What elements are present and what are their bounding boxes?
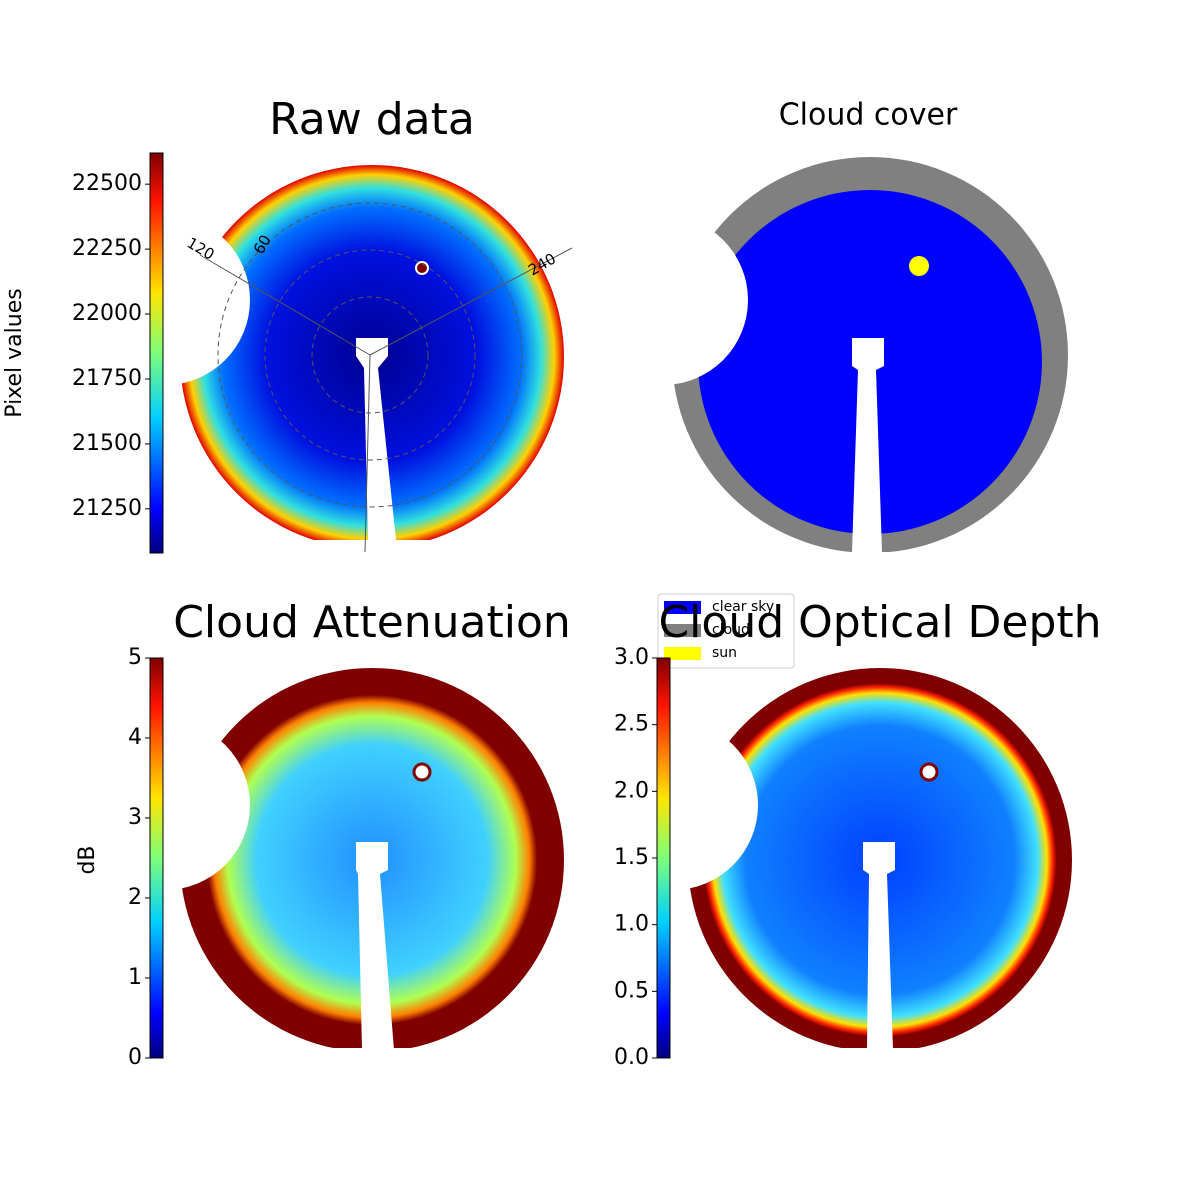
colorbar-tick-label: 3.0 (614, 645, 649, 670)
colorbar-tick-label: 5 (128, 645, 142, 670)
panel-title: Cloud Attenuation (173, 597, 571, 648)
colorbar-label: dB (75, 845, 100, 874)
colorbar-tick-label: 22500 (72, 171, 142, 196)
colorbar-tick-label: 22250 (72, 236, 142, 261)
panel-title: Raw data (269, 94, 475, 145)
legend-label: clear sky (712, 599, 774, 615)
legend-swatch (664, 647, 701, 660)
optical-depth-image (588, 668, 1110, 1078)
panel-title: Cloud Optical Depth (658, 597, 1101, 648)
legend-label: cloud (712, 622, 750, 638)
colorbar-tick-label: 0.5 (614, 978, 649, 1003)
colorbar-tick-label: 4 (128, 725, 142, 750)
colorbar-tick-label: 1.0 (614, 912, 649, 937)
legend-swatch (664, 624, 701, 637)
colorbar-tick-label: 3 (128, 805, 142, 830)
colorbar-tick-label: 21500 (72, 431, 142, 456)
cloud-cover-image (578, 157, 1100, 582)
colorbar-tick-label: 0.0 (614, 1045, 649, 1070)
raw-image (80, 165, 600, 570)
attenuation-image (80, 668, 600, 1078)
colorbar (149, 152, 164, 554)
legend-swatch (664, 601, 701, 614)
colorbar-tick-label: 21250 (72, 496, 142, 521)
colorbar-tick-label: 0 (128, 1045, 142, 1070)
colorbar-tick-label: 2.0 (614, 778, 649, 803)
colorbar-label: Pixel values (2, 288, 27, 417)
colorbar-tick-label: 22000 (72, 301, 142, 326)
colorbar-tick-label: 1 (128, 965, 142, 990)
legend: clear sky cloud sun (657, 593, 795, 669)
colorbar-tick-label: 1.5 (614, 845, 649, 870)
legend-label: sun (712, 645, 737, 661)
colorbar-tick-label: 21750 (72, 366, 142, 391)
panel-title: Cloud cover (779, 98, 958, 133)
colorbar (656, 657, 671, 1059)
colorbar (149, 657, 164, 1059)
colorbar-tick-label: 2 (128, 885, 142, 910)
colorbar-tick-label: 2.5 (614, 712, 649, 737)
